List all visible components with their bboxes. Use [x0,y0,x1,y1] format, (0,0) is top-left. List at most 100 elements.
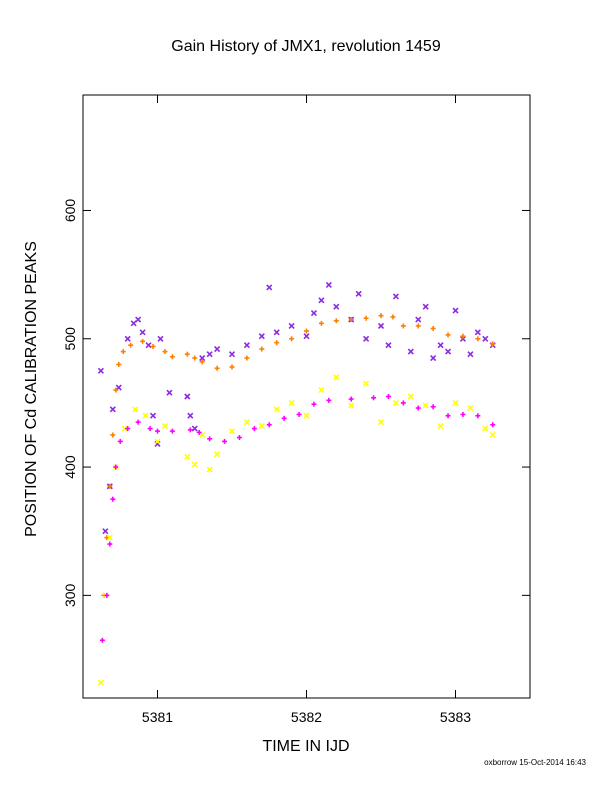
x-tick-label: 5381 [142,709,173,725]
data-point [422,402,429,409]
data-point [467,351,474,358]
data-point [430,326,436,332]
data-point [120,349,126,355]
data-point [243,419,250,426]
data-point [135,316,142,323]
data-point [107,483,113,489]
data-point [407,348,414,355]
data-point [348,396,354,402]
data-point [467,404,474,412]
data-point [206,466,213,473]
data-point [169,428,175,434]
data-point [243,342,250,349]
data-point [390,314,396,320]
x-tick-label: 5383 [440,709,471,725]
data-point [191,425,198,432]
data-point [289,336,295,342]
chart-title: Gain History of JMX1, revolution 1459 [171,38,441,55]
data-point [460,333,466,339]
data-point [325,281,332,288]
data-point [169,354,175,360]
y-tick-label: 300 [62,583,78,607]
data-point [407,393,414,400]
data-point [97,679,104,686]
data-point [110,496,116,502]
data-point [363,380,370,387]
data-point [318,387,325,394]
data-point [228,428,236,435]
data-point [266,422,272,428]
data-point [273,406,280,413]
data-point [400,323,406,329]
axis-ticks: 5381 5382 5383 300 400 500 600 [62,95,530,725]
data-point [378,313,384,319]
data-point [400,400,406,406]
data-point [214,365,220,371]
data-point [166,389,173,396]
data-point [104,592,110,598]
data-point [161,422,169,430]
data-point [333,303,340,310]
data-point [132,406,139,413]
data-point [199,359,205,365]
data-point [139,329,146,336]
data-point [107,541,113,547]
data-point [422,303,429,310]
data-point [244,355,250,361]
data-point [452,399,459,406]
data-point [124,335,131,342]
data-point [259,346,265,352]
data-point [333,374,340,381]
data-point [184,453,191,460]
data-point [437,342,444,349]
data-point [113,464,119,470]
plot-frame [82,94,531,699]
data-point [288,399,295,406]
data-point [142,412,149,419]
data-point [145,342,152,349]
data-point [415,316,422,323]
data-point [490,341,496,347]
data-point [281,415,287,421]
data-point [430,354,437,362]
data-point [113,387,119,393]
data-point [266,284,273,291]
data-point [303,333,310,340]
data-point [196,429,202,435]
data-point [377,419,385,426]
data-point [474,329,481,336]
y-tick-label: 500 [62,327,78,351]
data-point [222,438,228,444]
data-point [154,438,161,445]
data-point [430,404,436,410]
data-point [214,345,221,353]
data-point [377,322,385,330]
data-point [99,637,105,643]
data-point [206,351,213,358]
data-point [490,422,496,428]
data-point [310,310,318,317]
data-point [415,405,421,411]
data-point [214,451,221,458]
data-point [445,413,451,419]
data-point [475,336,481,342]
data-point [311,401,317,407]
data-point [110,432,116,438]
x-tick-label: 5382 [291,709,322,725]
data-point [251,426,257,432]
data-point [258,333,265,340]
data-point [155,428,160,434]
data-point [444,348,452,355]
data-point [236,435,242,441]
data-point [482,335,489,342]
data-point [97,367,104,374]
data-point [104,535,110,541]
data-point [355,290,362,297]
data-point [385,342,392,349]
data-point [228,351,236,358]
data-point [385,394,391,399]
data-point [392,293,399,300]
data-point [371,395,377,401]
data-point [191,461,198,468]
chart-marks [97,281,496,686]
